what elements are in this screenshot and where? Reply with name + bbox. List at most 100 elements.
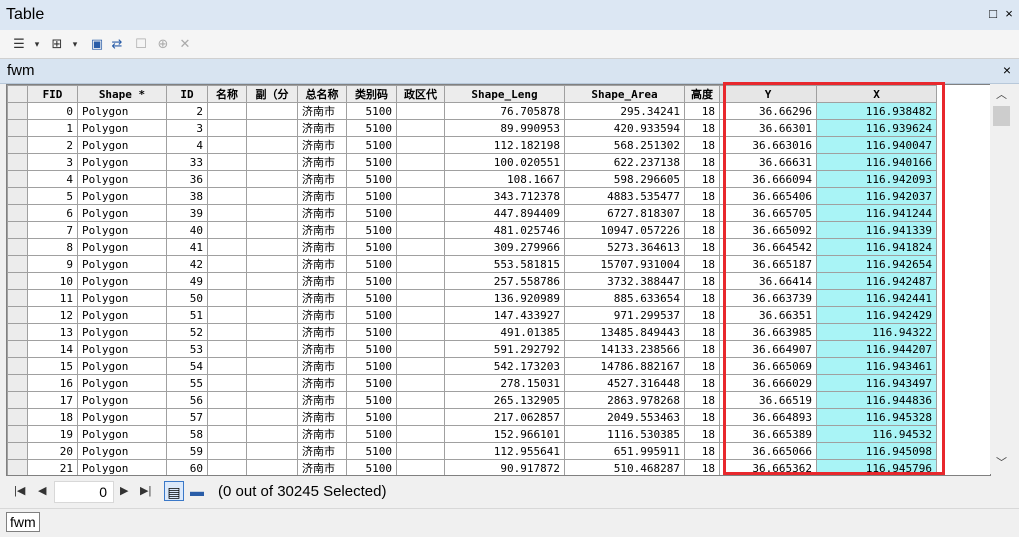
table-cell[interactable]: 1116.530385 — [564, 425, 685, 443]
table-cell[interactable]: 11 — [27, 289, 78, 307]
table-row[interactable]: 19 Polygon 58 济南市 5100 152.966101 1116.530385 1… — [7, 425, 937, 443]
column-header[interactable]: 总名称 — [297, 85, 347, 103]
clear-selection-icon[interactable]: ☐ — [135, 36, 147, 51]
row-selector[interactable] — [7, 119, 28, 137]
table-cell[interactable]: 58 — [166, 425, 208, 443]
table-cell[interactable]: 553.581815 — [444, 255, 565, 273]
table-cell[interactable]: 265.132905 — [444, 391, 565, 409]
row-selector[interactable] — [7, 187, 28, 205]
table-cell[interactable]: 12 — [27, 306, 78, 324]
row-selector[interactable] — [7, 442, 28, 460]
table-cell[interactable]: 278.15031 — [444, 374, 565, 392]
table-cell[interactable]: 59 — [166, 442, 208, 460]
table-cell[interactable] — [396, 102, 445, 120]
table-row[interactable]: 18 Polygon 57 济南市 5100 217.062857 2049.553463 1… — [7, 408, 937, 426]
table-cell[interactable]: Polygon — [77, 459, 167, 475]
table-cell[interactable]: 36.66414 — [719, 272, 817, 290]
related-tables-icon[interactable]: ⊞ — [51, 36, 63, 51]
table-cell[interactable] — [246, 272, 298, 290]
table-cell[interactable] — [396, 255, 445, 273]
table-cell[interactable]: Polygon — [77, 442, 167, 460]
table-cell[interactable]: 33 — [166, 153, 208, 171]
table-cell[interactable] — [207, 323, 247, 341]
table-cell[interactable]: 116.942093 — [816, 170, 937, 188]
table-cell[interactable]: 5100 — [346, 153, 397, 171]
column-header[interactable]: X — [816, 85, 937, 103]
table-cell[interactable]: 54 — [166, 357, 208, 375]
table-cell[interactable]: 2 — [166, 102, 208, 120]
status-table-tab[interactable]: fwm — [6, 512, 40, 532]
table-cell[interactable]: 4527.316448 — [564, 374, 685, 392]
table-row[interactable]: 12 Polygon 51 济南市 5100 147.433927 971.299537 18… — [7, 306, 937, 324]
table-cell[interactable] — [207, 153, 247, 171]
table-cell[interactable]: Polygon — [77, 391, 167, 409]
row-selector[interactable] — [7, 408, 28, 426]
table-cell[interactable]: 济南市 — [297, 221, 347, 239]
table-cell[interactable] — [246, 136, 298, 154]
table-cell[interactable] — [246, 357, 298, 375]
row-selector[interactable] — [7, 136, 28, 154]
table-cell[interactable]: 济南市 — [297, 323, 347, 341]
table-cell[interactable] — [396, 119, 445, 137]
table-cell[interactable]: 116.942441 — [816, 289, 937, 307]
table-cell[interactable]: 112.182198 — [444, 136, 565, 154]
column-header[interactable]: Shape_Area — [564, 85, 685, 103]
table-cell[interactable] — [207, 187, 247, 205]
table-cell[interactable]: 36.66519 — [719, 391, 817, 409]
table-cell[interactable]: 36.663016 — [719, 136, 817, 154]
table-cell[interactable] — [207, 238, 247, 256]
table-cell[interactable]: 21 — [27, 459, 78, 475]
table-cell[interactable]: 152.966101 — [444, 425, 565, 443]
table-cell[interactable]: 50 — [166, 289, 208, 307]
table-cell[interactable]: 36.665092 — [719, 221, 817, 239]
table-cell[interactable] — [246, 425, 298, 443]
table-cell[interactable]: 52 — [166, 323, 208, 341]
table-cell[interactable]: 2863.978268 — [564, 391, 685, 409]
table-cell[interactable]: 18 — [684, 306, 720, 324]
table-cell[interactable] — [246, 459, 298, 475]
table-cell[interactable]: 116.941244 — [816, 204, 937, 222]
table-cell[interactable]: 济南市 — [297, 374, 347, 392]
table-cell[interactable]: 15 — [27, 357, 78, 375]
table-cell[interactable]: 36.665705 — [719, 204, 817, 222]
column-header[interactable]: Shape_Leng — [444, 85, 565, 103]
table-cell[interactable]: 18 — [684, 459, 720, 475]
row-selector[interactable] — [7, 391, 28, 409]
table-cell[interactable]: 15707.931004 — [564, 255, 685, 273]
table-cell[interactable]: 济南市 — [297, 442, 347, 460]
table-row[interactable]: 11 Polygon 50 济南市 5100 136.920989 885.633654 18… — [7, 289, 937, 307]
table-cell[interactable] — [207, 272, 247, 290]
row-selector[interactable] — [7, 102, 28, 120]
table-cell[interactable]: 116.942654 — [816, 255, 937, 273]
close-icon[interactable]: × — [1005, 6, 1013, 21]
table-cell[interactable]: 116.939624 — [816, 119, 937, 137]
table-cell[interactable]: 济南市 — [297, 170, 347, 188]
table-cell[interactable]: 651.995911 — [564, 442, 685, 460]
table-cell[interactable]: 18 — [684, 170, 720, 188]
column-header[interactable]: 名称 — [207, 85, 247, 103]
column-header[interactable]: 类别码 — [346, 85, 397, 103]
table-cell[interactable] — [246, 408, 298, 426]
table-cell[interactable]: 39 — [166, 204, 208, 222]
table-row[interactable]: 3 Polygon 33 济南市 5100 100.020551 622.237138 18 3… — [7, 153, 937, 171]
row-selector[interactable] — [7, 323, 28, 341]
table-cell[interactable]: 5100 — [346, 442, 397, 460]
table-cell[interactable]: 116.938482 — [816, 102, 937, 120]
table-cell[interactable]: 18 — [684, 119, 720, 137]
table-cell[interactable] — [246, 153, 298, 171]
row-selector[interactable] — [7, 425, 28, 443]
table-cell[interactable]: 济南市 — [297, 204, 347, 222]
table-cell[interactable]: 116.940047 — [816, 136, 937, 154]
table-cell[interactable]: 491.01385 — [444, 323, 565, 341]
table-cell[interactable]: 108.1667 — [444, 170, 565, 188]
table-cell[interactable] — [396, 136, 445, 154]
table-cell[interactable] — [246, 187, 298, 205]
table-cell[interactable]: 257.558786 — [444, 272, 565, 290]
table-cell[interactable] — [246, 391, 298, 409]
table-options-icon[interactable]: ☰ — [13, 36, 25, 51]
table-cell[interactable] — [396, 204, 445, 222]
row-selector[interactable] — [7, 238, 28, 256]
table-cell[interactable]: 55 — [166, 374, 208, 392]
table-cell[interactable]: 5100 — [346, 340, 397, 358]
table-cell[interactable] — [396, 170, 445, 188]
